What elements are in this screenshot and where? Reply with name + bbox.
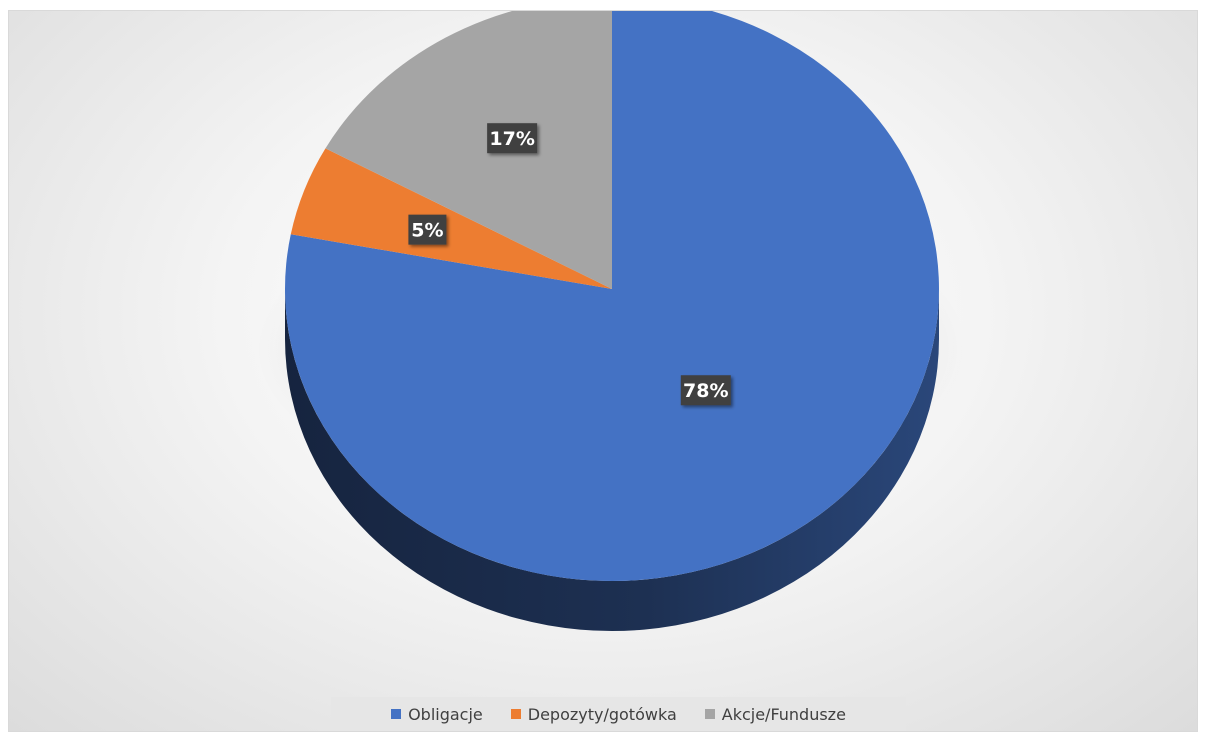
legend-swatch-akcje xyxy=(704,709,715,719)
data-label-box xyxy=(408,214,447,245)
chart-area: 78% 5% 17% Obligacje Depozyty/gotówka Akcj… xyxy=(8,10,1198,732)
data-label-text: 78% xyxy=(683,380,728,402)
legend-item-depozyty: Depozyty/gotówka xyxy=(510,704,677,724)
chart-legend: Obligacje Depozyty/gotówka Akcje/Fundusz… xyxy=(331,697,906,731)
data-label-box xyxy=(487,123,538,154)
legend-swatch-depozyty xyxy=(510,709,521,719)
pie-chart: 78% 5% 17% xyxy=(255,11,969,631)
data-label-depozyty: 5% xyxy=(408,214,447,245)
data-label-text: 17% xyxy=(489,128,534,150)
legend-item-obligacje: Obligacje xyxy=(391,705,483,724)
data-label-text: 5% xyxy=(411,220,443,242)
legend-label: Akcje/Fundusze xyxy=(721,704,846,724)
legend-label: Depozyty/gotówka xyxy=(527,704,677,724)
pie-slice-depozyty xyxy=(290,148,612,289)
data-label-obligacje: 78% xyxy=(680,375,731,406)
pie-side-obligacje xyxy=(285,289,939,631)
legend-label: Obligacje xyxy=(408,704,483,724)
pie-slice-akcje xyxy=(325,11,612,289)
legend-swatch-obligacje xyxy=(391,709,402,719)
data-label-akcje: 17% xyxy=(487,123,538,154)
pie-slice-obligacje xyxy=(285,11,939,581)
data-label-box xyxy=(680,375,731,406)
legend-item-akcje: Akcje/Fundusze xyxy=(704,704,846,724)
